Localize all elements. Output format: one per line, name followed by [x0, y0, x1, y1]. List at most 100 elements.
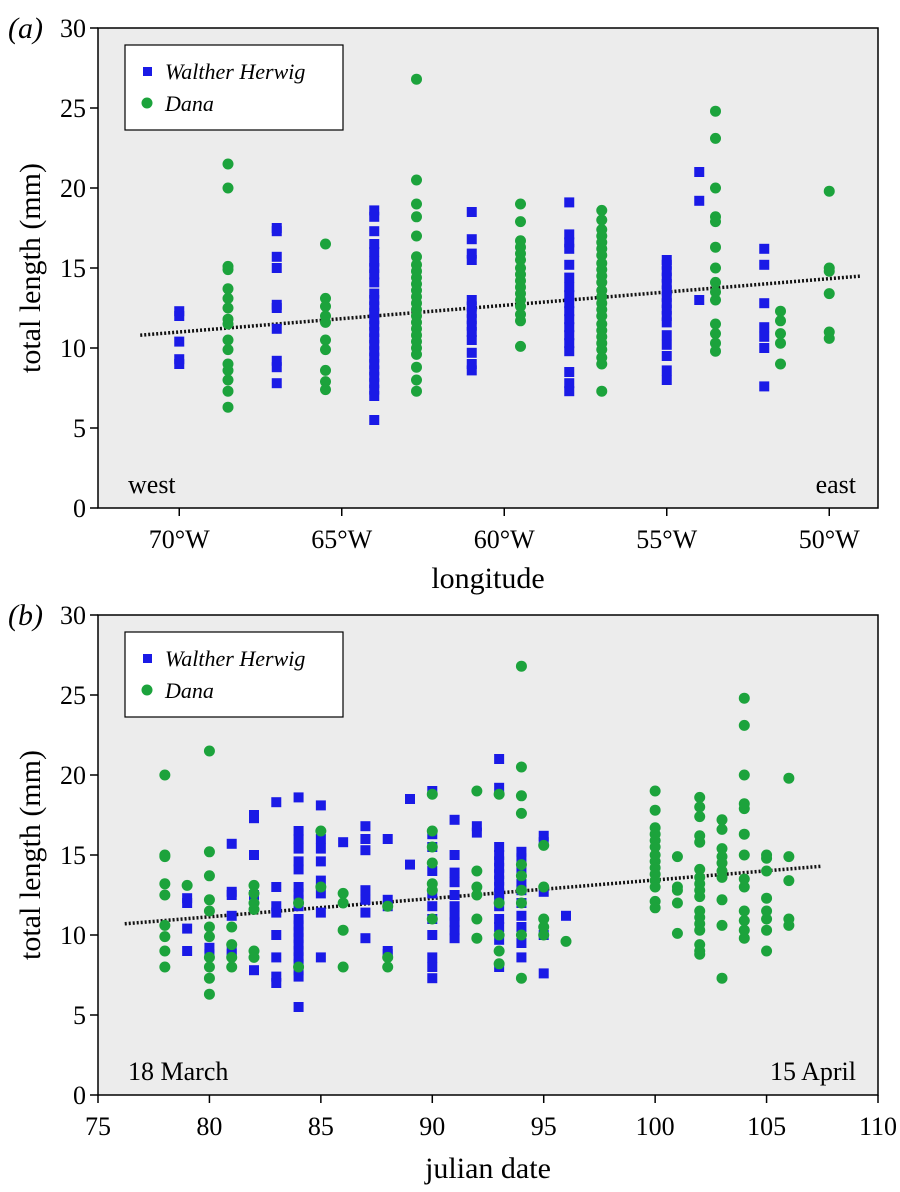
data-point-dana [738, 881, 750, 893]
data-point-walther-herwig [661, 311, 672, 321]
data-point-walther-herwig [369, 211, 380, 222]
data-point-walther-herwig [564, 378, 575, 389]
data-point-dana [716, 972, 728, 984]
data-point-dana [738, 924, 750, 936]
data-point-walther-herwig [427, 962, 438, 972]
data-point-dana [694, 836, 706, 848]
y-tick-label: 0 [73, 494, 86, 523]
data-point-dana [761, 913, 773, 925]
data-point-dana [159, 945, 171, 957]
x-tick-label: 90 [419, 1112, 445, 1141]
data-point-dana [222, 318, 234, 330]
data-point-walther-herwig [249, 813, 259, 824]
data-point-walther-herwig [293, 888, 304, 899]
data-point-dana [761, 945, 773, 957]
data-point-dana [411, 374, 422, 386]
data-point-dana [716, 871, 728, 883]
data-point-dana [382, 961, 394, 973]
data-point-dana [320, 384, 331, 396]
data-point-walther-herwig [293, 864, 304, 875]
data-point-walther-herwig [369, 339, 380, 350]
data-point-dana [761, 852, 773, 864]
data-point-dana [783, 919, 795, 931]
data-point-dana [671, 897, 683, 909]
data-point-dana [738, 915, 750, 927]
data-point-dana [710, 345, 721, 357]
data-point-dana [226, 951, 238, 963]
data-point-dana [710, 294, 721, 306]
data-point-walther-herwig [516, 846, 527, 857]
data-point-dana [515, 870, 527, 882]
x-axis-title-b: julian date [424, 1152, 551, 1185]
data-point-dana [783, 875, 795, 887]
legend-box-a [124, 44, 344, 131]
data-point-dana [203, 961, 215, 973]
data-point-dana [471, 785, 483, 797]
data-point-walther-herwig [449, 901, 460, 912]
data-point-walther-herwig [271, 355, 282, 366]
corner-label-right-b: 15 April [770, 1057, 856, 1086]
data-point-walther-herwig [427, 866, 438, 876]
data-point-walther-herwig [564, 386, 575, 397]
data-point-walther-herwig [449, 814, 460, 825]
data-point-dana [710, 286, 721, 298]
data-point-walther-herwig [564, 272, 575, 283]
data-point-walther-herwig [449, 917, 460, 928]
data-point-dana [411, 230, 422, 242]
data-point-dana [320, 376, 331, 388]
legend-b: Walther Herwig Dana [124, 631, 344, 718]
data-point-walther-herwig [661, 279, 672, 289]
data-point-dana [493, 788, 505, 800]
data-point-dana [315, 881, 327, 893]
data-point-walther-herwig [494, 914, 505, 924]
corner-label-left-b: 18 March [128, 1057, 228, 1086]
data-point-dana [411, 361, 422, 373]
data-point-walther-herwig [369, 295, 380, 305]
data-point-dana [226, 921, 238, 933]
data-point-walther-herwig [271, 882, 282, 892]
data-point-walther-herwig [315, 888, 326, 899]
data-point-dana [716, 857, 728, 869]
data-point-dana [823, 265, 835, 277]
data-point-walther-herwig [293, 933, 304, 944]
data-point-dana [320, 334, 331, 346]
data-point-walther-herwig [369, 205, 380, 216]
data-point-dana [515, 340, 526, 352]
data-point-walther-herwig [661, 317, 672, 328]
data-point-dana [515, 660, 527, 672]
y-tick-label: 30 [60, 601, 86, 630]
data-point-dana [515, 807, 527, 819]
data-point-walther-herwig [271, 901, 282, 912]
data-point-walther-herwig [494, 850, 505, 860]
data-point-dana [694, 863, 706, 875]
data-point-dana [761, 865, 773, 877]
data-point-walther-herwig [564, 259, 575, 270]
data-point-dana [710, 182, 721, 194]
data-point-dana [710, 337, 721, 349]
data-point-walther-herwig [427, 930, 438, 940]
data-point-dana [203, 846, 215, 858]
data-point-dana [761, 892, 773, 904]
panel-b: 0 5 10 15 20 25 30 75 80 85 90 95 100 105 110 (b) tota… [8, 599, 897, 1185]
data-point-dana [315, 825, 327, 837]
data-point-dana [538, 921, 550, 933]
data-point-dana [515, 790, 527, 802]
panel-label-a: (a) [8, 12, 43, 45]
points-b-group [159, 660, 795, 1012]
data-point-walther-herwig [661, 272, 672, 283]
data-point-walther-herwig [271, 323, 282, 334]
data-point-dana [538, 839, 550, 851]
y-tick-label: 30 [60, 14, 86, 43]
data-point-walther-herwig [661, 291, 672, 302]
data-point-dana [222, 385, 234, 397]
data-point-walther-herwig [449, 933, 460, 944]
data-point-walther-herwig [759, 322, 770, 333]
data-point-dana [493, 958, 505, 970]
data-point-dana [203, 988, 215, 1000]
data-point-walther-herwig [471, 827, 482, 838]
points-a-group [174, 73, 835, 425]
data-point-walther-herwig [694, 167, 705, 177]
data-point-dana [738, 873, 750, 885]
data-point-dana [226, 939, 238, 951]
data-point-walther-herwig [449, 890, 460, 900]
